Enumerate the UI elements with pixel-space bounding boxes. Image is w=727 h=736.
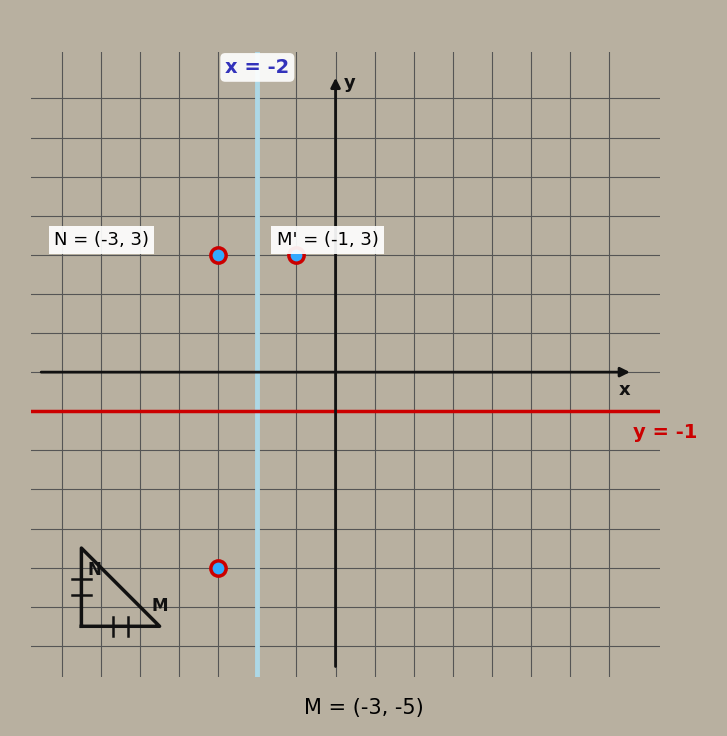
Text: N: N (87, 562, 101, 579)
Text: M = (-3, -5): M = (-3, -5) (304, 698, 423, 718)
Text: y: y (343, 74, 355, 92)
Text: x = -2: x = -2 (225, 58, 289, 77)
Text: M' = (-1, 3): M' = (-1, 3) (277, 231, 379, 249)
Text: M: M (152, 597, 168, 615)
Text: x: x (619, 381, 631, 399)
Text: y = -1: y = -1 (632, 423, 697, 442)
Text: N = (-3, 3): N = (-3, 3) (54, 231, 149, 249)
